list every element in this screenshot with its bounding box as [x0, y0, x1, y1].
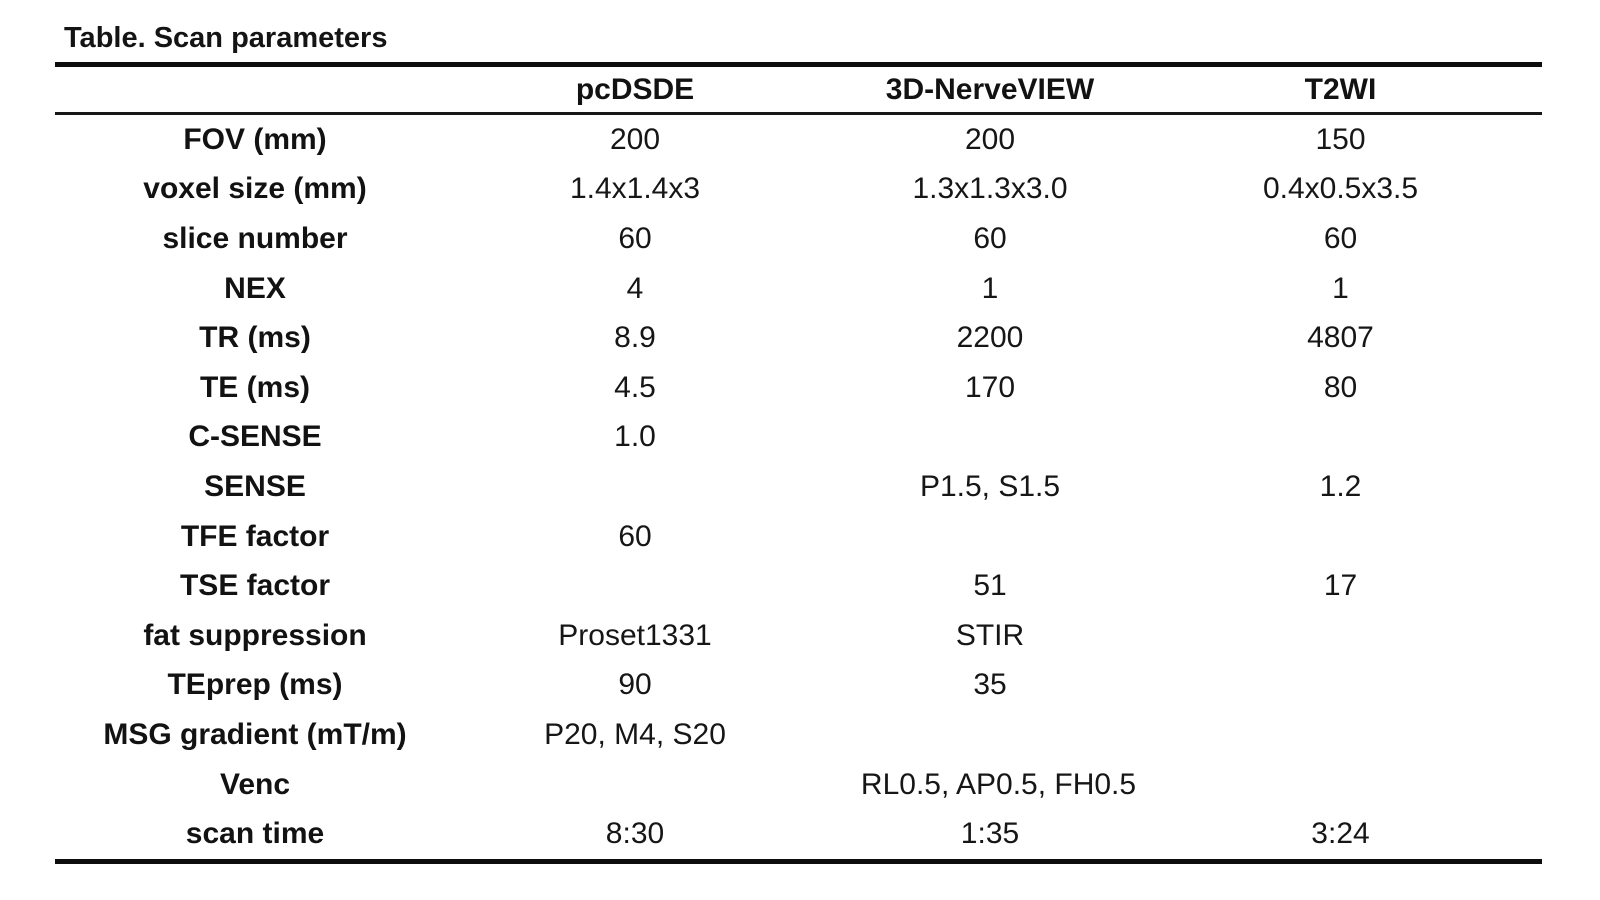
table-header: pcDSDE 3D-NerveVIEW T2WI	[55, 64, 1542, 115]
header-pcdsde: pcDSDE	[455, 64, 815, 115]
table-row: Venc RL0.5, AP0.5, FH0.5	[55, 760, 1542, 810]
cell-value: 60	[1323, 221, 1358, 255]
cell-value	[1165, 413, 1542, 463]
table-row: TE (ms) 4.5 170 80	[55, 363, 1542, 413]
cell-value	[455, 462, 815, 512]
cell-value: 4.5	[614, 370, 656, 404]
cell-value: 60	[973, 221, 1007, 255]
cell-value: STIR	[955, 618, 1025, 652]
cell-value	[455, 561, 815, 611]
row-label: FOV (mm)	[183, 122, 327, 156]
table-row: TR (ms) 8.9 2200 4807	[55, 313, 1542, 363]
cell-value: 1	[981, 271, 999, 305]
table-row: TSE factor 51 17	[55, 561, 1542, 611]
cell-value: 2200	[956, 321, 1024, 355]
table-title: Table. Scan parameters	[64, 22, 388, 54]
table-row: scan time 8:30 1:35 3:24	[55, 809, 1542, 861]
table-row: NEX 4 1 1	[55, 264, 1542, 314]
header-t2wi: T2WI	[1165, 64, 1542, 115]
cell-value: 1.0	[614, 420, 656, 454]
cell-value: 150	[1315, 122, 1366, 156]
cell-value: 51	[973, 569, 1007, 603]
table-row: FOV (mm) 200 200 150	[55, 114, 1542, 165]
row-label: fat suppression	[143, 618, 367, 652]
row-label: slice number	[162, 221, 348, 255]
table-row: fat suppression Proset1331 STIR	[55, 611, 1542, 661]
header-empty-cell	[55, 64, 455, 115]
scan-parameters-table: pcDSDE 3D-NerveVIEW T2WI FOV (mm) 200 200 1…	[55, 62, 1542, 864]
row-label: TSE factor	[179, 569, 331, 603]
cell-value: 0.4x0.5x3.5	[1262, 172, 1419, 206]
cell-value	[1165, 512, 1542, 562]
cell-value: 1.4x1.4x3	[569, 172, 701, 206]
cell-value: 8.9	[614, 321, 656, 355]
row-label: scan time	[185, 817, 325, 851]
cell-value: 1	[1332, 271, 1349, 305]
cell-value: 1:35	[960, 817, 1020, 851]
cell-value: 35	[973, 668, 1007, 702]
header-row: pcDSDE 3D-NerveVIEW T2WI	[55, 64, 1542, 115]
cell-value: Proset1331	[558, 618, 712, 652]
row-label: C-SENSE	[188, 420, 322, 454]
row-label: voxel size (mm)	[143, 172, 367, 206]
table-row: TFE factor 60	[55, 512, 1542, 562]
cell-value: 200	[609, 122, 661, 156]
cell-value: 60	[618, 519, 652, 553]
cell-value: 80	[1323, 370, 1358, 404]
row-label: SENSE	[204, 469, 306, 503]
cell-value	[1165, 611, 1542, 661]
cell-value	[815, 710, 1165, 760]
row-label: TEprep (ms)	[167, 668, 343, 702]
table-row: C-SENSE 1.0	[55, 413, 1542, 463]
cell-value: 60	[618, 221, 652, 255]
cell-value	[1165, 661, 1542, 711]
row-value-span: RL0.5, AP0.5, FH0.5	[860, 767, 1137, 801]
table-row: voxel size (mm) 1.4x1.4x3 1.3x1.3x3.0 0.4x0…	[55, 165, 1542, 215]
header-3d-nerveview: 3D-NerveVIEW	[815, 64, 1165, 115]
row-label: MSG gradient (mT/m)	[103, 717, 407, 751]
cell-value: 8:30	[605, 817, 665, 851]
cell-value: 1.3x1.3x3.0	[912, 172, 1068, 206]
cell-value: P1.5, S1.5	[919, 469, 1061, 503]
table-row: SENSE P1.5, S1.5 1.2	[55, 462, 1542, 512]
cell-value	[815, 512, 1165, 562]
cell-value: 17	[1323, 569, 1358, 603]
row-label: Venc	[219, 767, 291, 801]
table-row: MSG gradient (mT/m) P20, M4, S20	[55, 710, 1542, 760]
cell-value: 90	[618, 668, 652, 702]
table-row: slice number 60 60 60	[55, 214, 1542, 264]
cell-value: 170	[964, 370, 1016, 404]
cell-value: 4	[626, 271, 644, 305]
row-label: TE (ms)	[199, 370, 310, 404]
row-label: TFE factor	[180, 519, 330, 553]
cell-value: 3:24	[1311, 817, 1370, 851]
cell-value: 4807	[1307, 321, 1374, 355]
table-row: TEprep (ms) 90 35	[55, 661, 1542, 711]
cell-value: P20, M4, S20	[544, 717, 726, 751]
cell-value	[1165, 710, 1542, 760]
cell-value	[815, 413, 1165, 463]
row-label: TR (ms)	[199, 321, 311, 355]
row-label: NEX	[224, 271, 286, 305]
cell-value: 200	[964, 122, 1016, 156]
table-body: FOV (mm) 200 200 150 voxel size (mm) 1.4x1.4x…	[55, 114, 1542, 862]
cell-value: 1.2	[1319, 469, 1362, 503]
